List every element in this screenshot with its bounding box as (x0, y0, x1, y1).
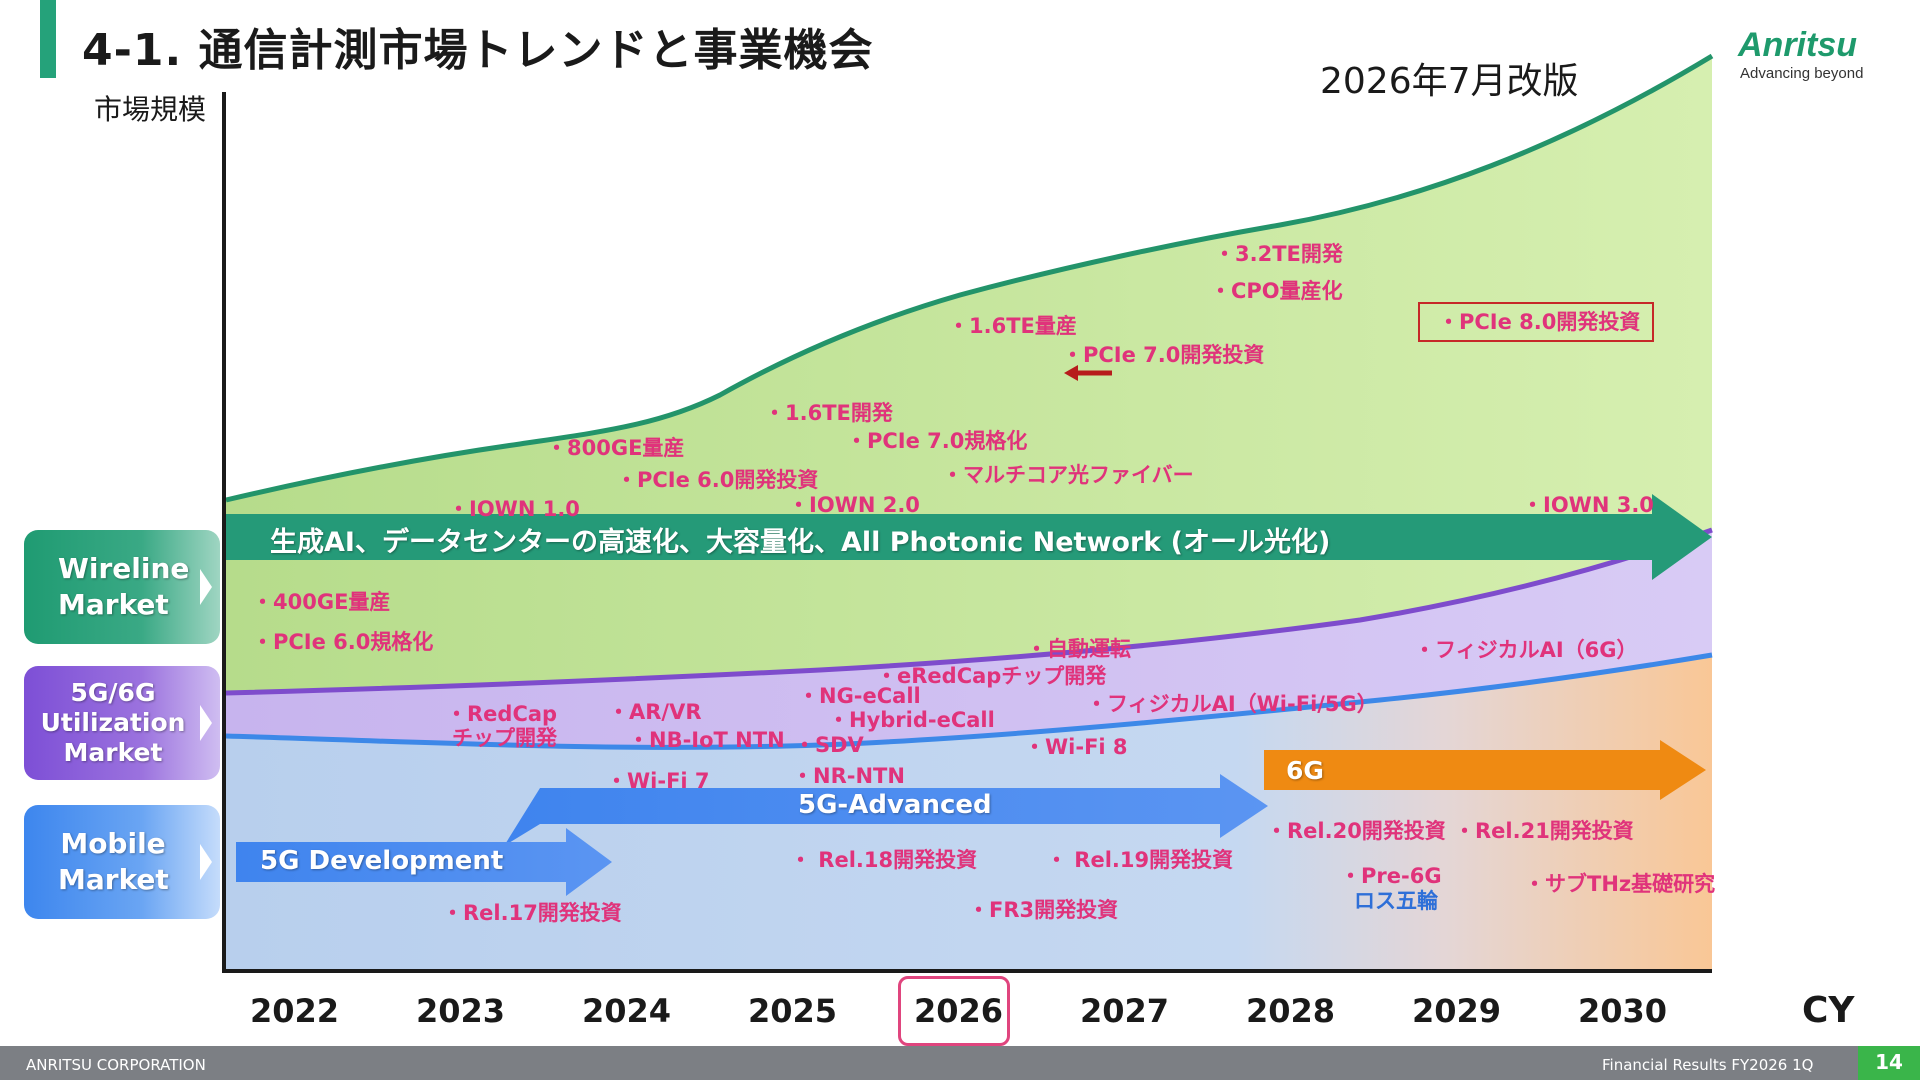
footer-company: ANRITSU CORPORATION (26, 1056, 206, 1074)
title-accent-bar (40, 0, 56, 78)
label-cpo: ・CPO量産化 (1210, 279, 1343, 303)
label-autonomous-driving: ・自動運転 (1026, 637, 1131, 661)
x-axis-unit: CY (1802, 990, 1855, 1031)
sixg-arrow-text: 6G (1286, 756, 1324, 785)
label-iown1: ・IOWN 1.0 (448, 497, 580, 521)
utilization-market-label: 5G/6G Utilization Market (40, 678, 186, 767)
label-eredcap: ・eRedCapチップ開発 (876, 664, 1107, 688)
label-3-2te-dev: ・3.2TE開発 (1214, 242, 1343, 266)
label-ar-vr: ・AR/VR (608, 700, 702, 724)
mobile-market-label: Mobile Market (58, 827, 169, 896)
footer-document: Financial Results FY2026 1Q (1602, 1056, 1814, 1074)
year-label: 2029 (1412, 992, 1502, 1030)
label-pre-6g: ・Pre-6G (1340, 864, 1442, 888)
label-pcie6-invest: ・PCIe 6.0開発投資 (616, 468, 819, 492)
wireline-trend-arrow (226, 494, 1712, 580)
label-la-olympics: ロス五輪 (1354, 889, 1438, 913)
label-1-6te-dev: ・1.6TE開発 (764, 401, 893, 425)
label-fr3: ・FR3開発投資 (968, 898, 1119, 922)
year-label: 2023 (416, 992, 506, 1030)
utilization-curve (225, 527, 1713, 696)
label-redcap: ・RedCap (446, 702, 558, 726)
label-pcie7-std: ・PCIe 7.0規格化 (846, 429, 1028, 453)
year-label: 2025 (748, 992, 838, 1030)
y-axis-label: 市場規模 (94, 93, 207, 126)
label-nr-ntn: ・NR-NTN (792, 764, 905, 788)
mobile-curve (225, 652, 1713, 750)
label-wifi7: ・Wi-Fi 7 (606, 769, 710, 793)
development-arrow (236, 828, 612, 896)
label-rel19: ・ Rel.19開発投資 (1046, 848, 1234, 872)
chevron-right-icon (200, 569, 212, 605)
sixg-arrow (1264, 740, 1706, 800)
label-physical-ai-6g: ・フィジカルAI（6G） (1414, 638, 1638, 662)
label-iown2: ・IOWN 2.0 (788, 493, 920, 517)
label-400ge: ・400GE量産 (252, 590, 391, 614)
chevron-right-icon (200, 705, 212, 741)
label-wifi8: ・Wi-Fi 8 (1024, 735, 1128, 759)
label-pcie6-std: ・PCIe 6.0規格化 (252, 630, 434, 654)
wireline-market-label: Wireline Market (58, 552, 190, 621)
revision-note: 2026年7月改版 (1320, 61, 1579, 102)
label-redcap-chip: チップ開発 (452, 726, 557, 750)
development-arrow-text: 5G Development (260, 846, 504, 876)
label-sdv: ・SDV (794, 733, 864, 757)
mobile-market-tab[interactable]: Mobile Market (24, 805, 220, 919)
year-label: 2027 (1080, 992, 1170, 1030)
label-rel18: ・ Rel.18開発投資 (790, 848, 978, 872)
label-hybrid-ecall: ・Hybrid-eCall (828, 708, 995, 732)
label-iown3: ・IOWN 3.0 (1522, 493, 1654, 517)
advanced-arrow (504, 774, 1268, 846)
pcie8-highlight-box (1418, 302, 1654, 342)
label-sub-thz: ・サブTHz基礎研究 (1524, 872, 1716, 896)
label-rel17: ・Rel.17開発投資 (442, 901, 622, 925)
label-ng-ecall: ・NG-eCall (798, 684, 921, 708)
wireline-curve (225, 53, 1714, 503)
year-label: 2026 (914, 992, 1004, 1030)
label-rel21: ・Rel.21開発投資 (1454, 819, 1634, 843)
year-label: 2024 (582, 992, 672, 1030)
footer-bar (0, 1046, 1920, 1080)
chevron-right-icon (200, 844, 212, 880)
year-label: 2030 (1578, 992, 1668, 1030)
label-1-6te-mass: ・1.6TE量産 (948, 314, 1077, 338)
left-arrow-head (1064, 365, 1078, 381)
advanced-arrow-text: 5G-Advanced (798, 790, 992, 820)
label-pcie7-invest: ・PCIe 7.0開発投資 (1062, 343, 1265, 367)
wireline-trend-text: 生成AI、データセンターの高速化、大容量化、All Photonic Netwo… (270, 527, 1331, 558)
page-number-badge (1858, 1046, 1920, 1080)
label-nb-iot-ntn: ・NB-IoT NTN (628, 728, 785, 752)
year-label: 2022 (250, 992, 340, 1030)
logo-wordmark: Anritsu (1737, 26, 1857, 64)
page-number: 14 (1875, 1050, 1903, 1074)
company-logo: Anritsu Advancing beyond (1736, 22, 1896, 92)
logo-tagline: Advancing beyond (1740, 65, 1863, 82)
label-physical-ai-wifi: ・フィジカルAI（Wi-Fi/5G） (1086, 692, 1378, 716)
label-800ge: ・800GE量産 (546, 436, 685, 460)
wireline-market-tab[interactable]: Wireline Market (24, 530, 220, 644)
utilization-market-tab[interactable]: 5G/6G Utilization Market (24, 666, 220, 780)
label-pcie8: ・PCIe 8.0開発投資 (1438, 310, 1641, 334)
current-year-highlight (898, 976, 1010, 1046)
page-title: 4-1. 通信計測市場トレンドと事業機会 (82, 25, 874, 76)
year-label: 2028 (1246, 992, 1336, 1030)
label-rel20: ・Rel.20開発投資 (1266, 819, 1446, 843)
label-multicore-fiber: ・マルチコア光ファイバー (942, 463, 1194, 487)
